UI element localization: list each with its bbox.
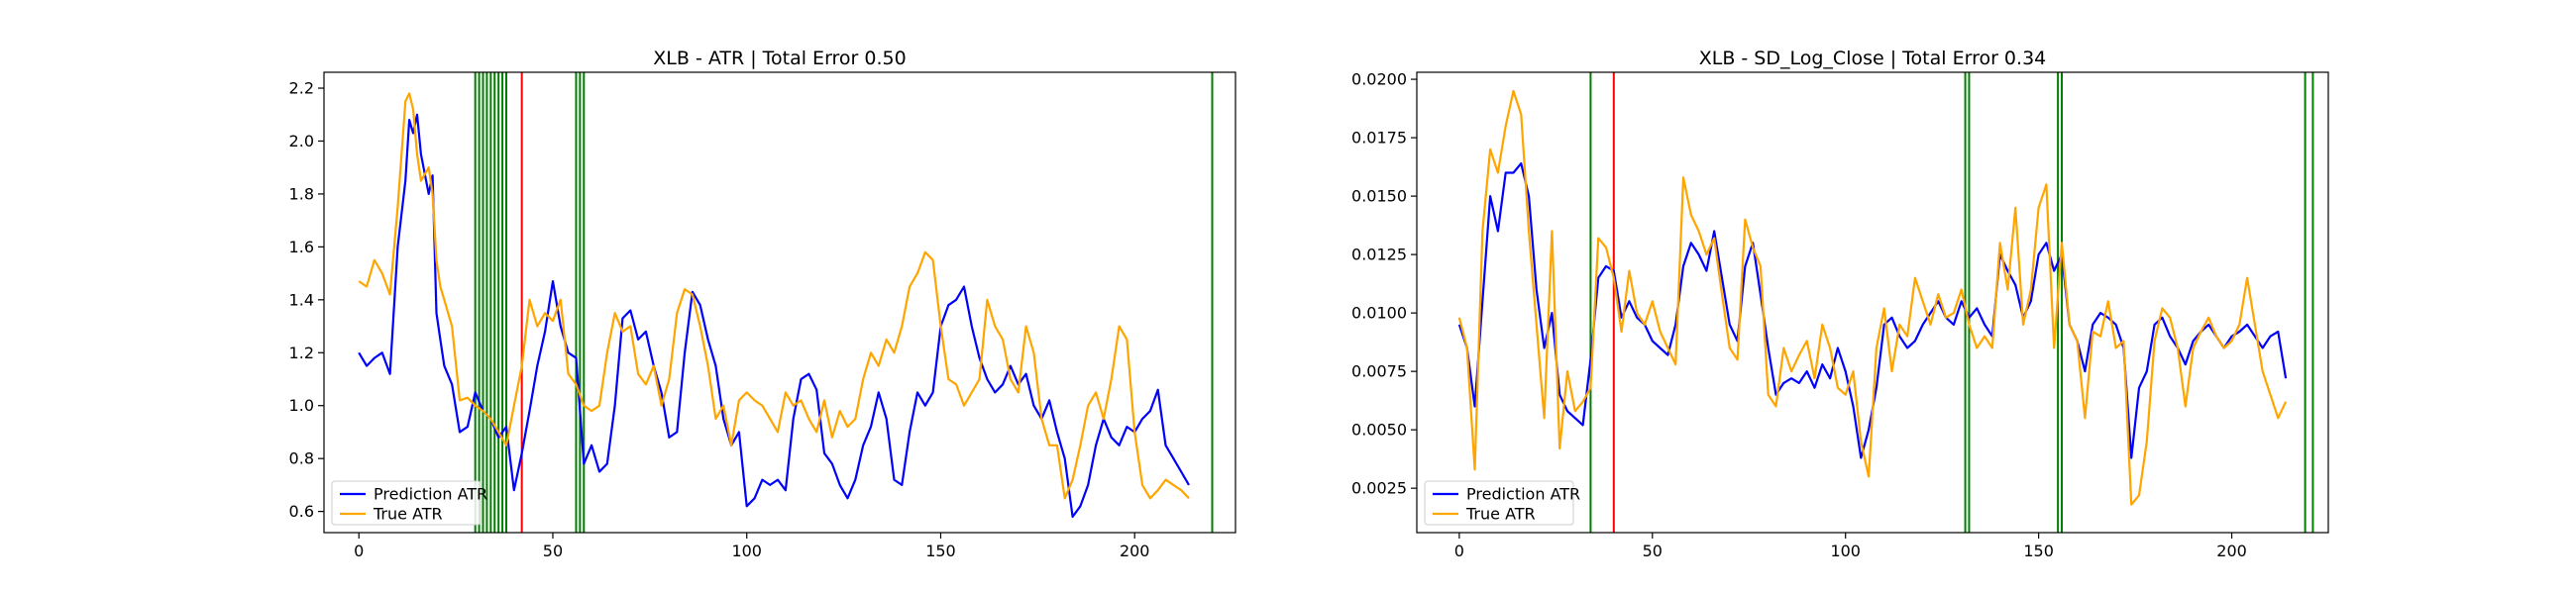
chart-title: XLB - SD_Log_Close | Total Error 0.34 — [1699, 48, 2047, 69]
x-tick-label: 200 — [2216, 542, 2247, 560]
axes-frame — [323, 71, 1236, 534]
x-tick-label: 0 — [1454, 542, 1464, 560]
y-tick-label: 1.4 — [289, 290, 314, 309]
x-tick-label: 200 — [1120, 542, 1150, 560]
series-line-true — [358, 92, 1190, 500]
y-tick-label: 0.0175 — [1351, 129, 1407, 148]
legend-label: True ATR — [373, 505, 443, 524]
x-tick-label: 100 — [731, 542, 762, 560]
series-line-prediction — [358, 113, 1190, 519]
plot-area — [324, 72, 1235, 533]
y-tick-label: 0.0025 — [1351, 479, 1407, 498]
x-tick-label: 100 — [1830, 542, 1861, 560]
y-tick-label: 0.0050 — [1351, 421, 1407, 440]
y-tick-label: 1.0 — [289, 396, 314, 415]
y-tick-label: 0.0200 — [1351, 70, 1407, 89]
x-tick-label: 0 — [354, 542, 364, 560]
x-tick-label: 50 — [543, 542, 563, 560]
legend-label: Prediction ATR — [374, 485, 487, 504]
plot-content — [1457, 72, 2314, 533]
plot-area — [1417, 72, 2328, 533]
legend-box — [331, 480, 482, 526]
chart-1: 0 50 100 150 200 0.0025 0.0050 0.0075 0.0100 0.01… — [1351, 48, 2329, 560]
x-tick-label: 150 — [925, 542, 956, 560]
x-tick-label: 150 — [2023, 542, 2054, 560]
x-tick-label: 50 — [1643, 542, 1663, 560]
y-tick-label: 2.0 — [289, 132, 314, 150]
y-tick-label: 0.8 — [289, 449, 314, 468]
y-tick-label: 0.6 — [289, 502, 314, 521]
legend-label: Prediction ATR — [1466, 485, 1580, 504]
axes-frame — [1416, 71, 2329, 534]
y-tick-label: 1.2 — [289, 344, 314, 362]
chart-title: XLB - ATR | Total Error 0.50 — [653, 48, 906, 69]
plot-content — [358, 72, 1214, 533]
legend-label: True ATR — [1465, 505, 1536, 524]
y-tick-label: 2.2 — [289, 79, 314, 98]
y-tick-label: 1.6 — [289, 238, 314, 256]
y-tick-label: 1.8 — [289, 184, 314, 203]
legend-box — [1424, 480, 1574, 526]
chart-0: 0 50 100 150 200 0.6 0.8 1.0 1.2 1.4 1.6 1.8 2.0 2.2 X… — [289, 48, 1236, 560]
series-line-true — [1457, 89, 2288, 506]
y-tick-label: 0.0075 — [1351, 362, 1407, 381]
y-tick-label: 0.0150 — [1351, 187, 1407, 206]
y-tick-label: 0.0100 — [1351, 304, 1407, 323]
y-tick-label: 0.0125 — [1351, 246, 1407, 264]
